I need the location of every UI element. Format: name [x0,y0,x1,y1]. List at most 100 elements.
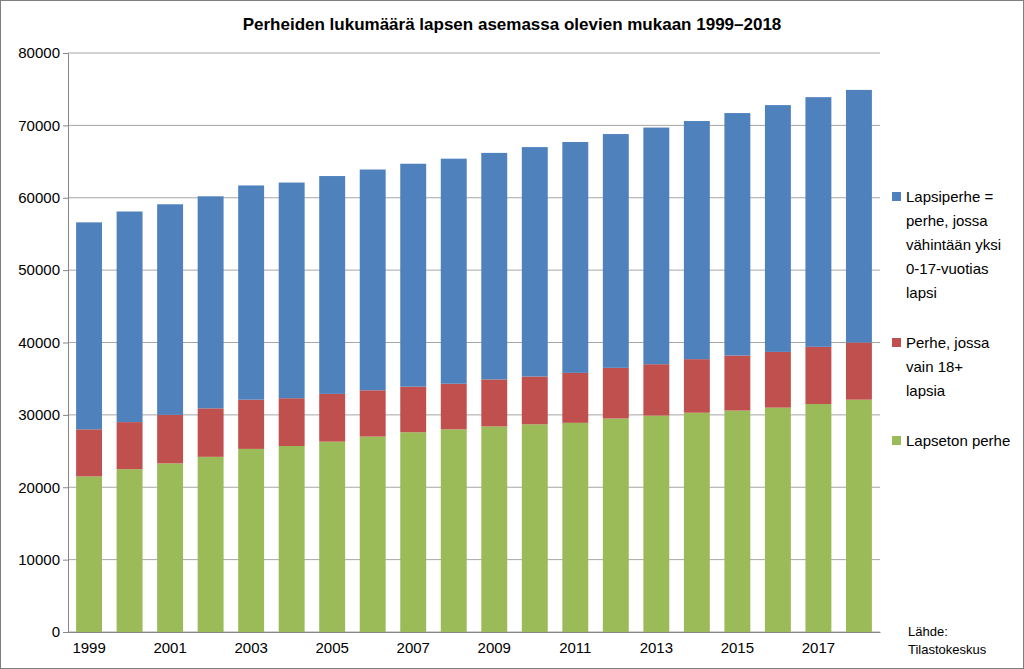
bar-segment [562,142,588,373]
bar-segment [441,429,467,632]
bar-segment [76,476,102,632]
legend-label: Perhe, jossavain 18+lapsia [906,334,990,399]
x-axis-line [69,632,881,633]
x-tick-label: 2005 [315,639,348,656]
bar-segment [441,384,467,430]
source-note: Tilastokeskus [908,642,987,657]
y-tick-mark [63,343,68,344]
x-tick-label: 2011 [559,639,591,656]
grid-line [68,414,880,415]
bar-segment [238,449,264,632]
y-tick: 30000 [18,406,68,423]
grid-line [68,559,880,560]
x-tick: 1999 [72,632,105,656]
bar-segment [481,153,507,380]
bar-segment [684,359,710,413]
grid-line [68,197,880,198]
grid-line [68,487,880,488]
bar-segment [279,183,305,399]
chart: Perheiden lukumäärä lapsen asemassa olev… [0,0,1024,669]
bar-segment [319,394,345,442]
bar-segment [117,422,143,469]
grid-line [68,125,880,126]
y-tick-label: 30000 [18,406,60,423]
y-tick: 0 [52,623,68,640]
grid-line [68,53,880,54]
x-axis: 1999 2001 2003 2005 2007 2009 2011 2013 2015 2017 [69,632,881,656]
bar-segment [441,159,467,384]
bar-segment [724,356,750,411]
legend-swatch [892,338,901,347]
y-tick-mark [63,270,68,271]
y-tick: 10000 [18,551,68,568]
y-tick-mark [63,125,68,126]
bar-segment [765,105,791,352]
frame [1,1,1024,669]
bars [76,90,872,632]
bar-segment [643,364,669,415]
bar-segment [724,113,750,355]
y-axis: 0 10000 20000 30000 40000 50000 60000 70000 8000… [18,44,68,640]
bar-segment [157,415,183,463]
legend: Lapsiperhe =perhe, jossavähintään yksi0-… [892,188,1010,449]
bar-segment [360,437,386,632]
title: Perheiden lukumäärä lapsen asemassa olev… [243,15,782,34]
bar-segment [319,442,345,632]
y-tick: 50000 [18,261,68,278]
bar-segment [117,469,143,632]
bar-segment [846,400,872,632]
bar-segment [805,404,831,632]
x-tick-label: 2009 [478,639,511,656]
bar-segment [400,432,426,632]
bar-segment [198,457,224,632]
x-tick-label: 2015 [721,639,754,656]
x-tick: 2001 [153,632,186,656]
x-tick: 2013 [640,632,673,656]
bar-segment [805,347,831,404]
y-tick-mark [63,487,68,488]
y-tick: 80000 [18,44,68,61]
x-tick-label: 2003 [234,639,267,656]
bar-segment [603,134,629,368]
bar-segment [805,97,831,347]
y-tick-label: 60000 [18,189,60,206]
x-tick: 2011 [559,632,591,656]
bar-segment [279,446,305,632]
bar-segment [562,373,588,423]
bar-segment [603,418,629,632]
y-tick-mark [63,560,68,561]
y-axis-line [63,54,69,633]
bar-segment [400,387,426,433]
y-tick: 20000 [18,479,68,496]
x-tick: 2005 [315,632,348,656]
bar-segment [481,379,507,426]
x-tick-label: 1999 [72,639,105,656]
bar-segment [117,212,143,423]
bar-segment [76,222,102,429]
legend-label: Lapsiperhe =perhe, jossavähintään yksi0-… [906,188,1001,301]
bar-segment [643,416,669,632]
bar-segment [522,377,548,425]
x-tick: 2007 [397,632,430,656]
x-tick: 2003 [234,632,267,656]
grid-line [68,632,880,633]
bar-segment [360,170,386,391]
y-tick: 40000 [18,334,68,351]
y-tick-label: 20000 [18,479,60,496]
grid [68,53,880,632]
y-tick-mark [63,415,68,416]
x-tick: 2009 [478,632,511,656]
y-tick-label: 10000 [18,551,60,568]
series [76,400,872,632]
x-tick: 2015 [721,632,754,656]
source-note: Lähde: [908,624,948,639]
series [76,343,872,477]
y-tick: 60000 [18,189,68,206]
bar-segment [643,128,669,365]
legend-swatch [892,436,901,445]
x-tick: 2017 [802,632,835,656]
y-tick-label: 70000 [18,117,60,134]
bar-segment [279,398,305,446]
bar-segment [522,424,548,632]
bar-segment [684,413,710,632]
